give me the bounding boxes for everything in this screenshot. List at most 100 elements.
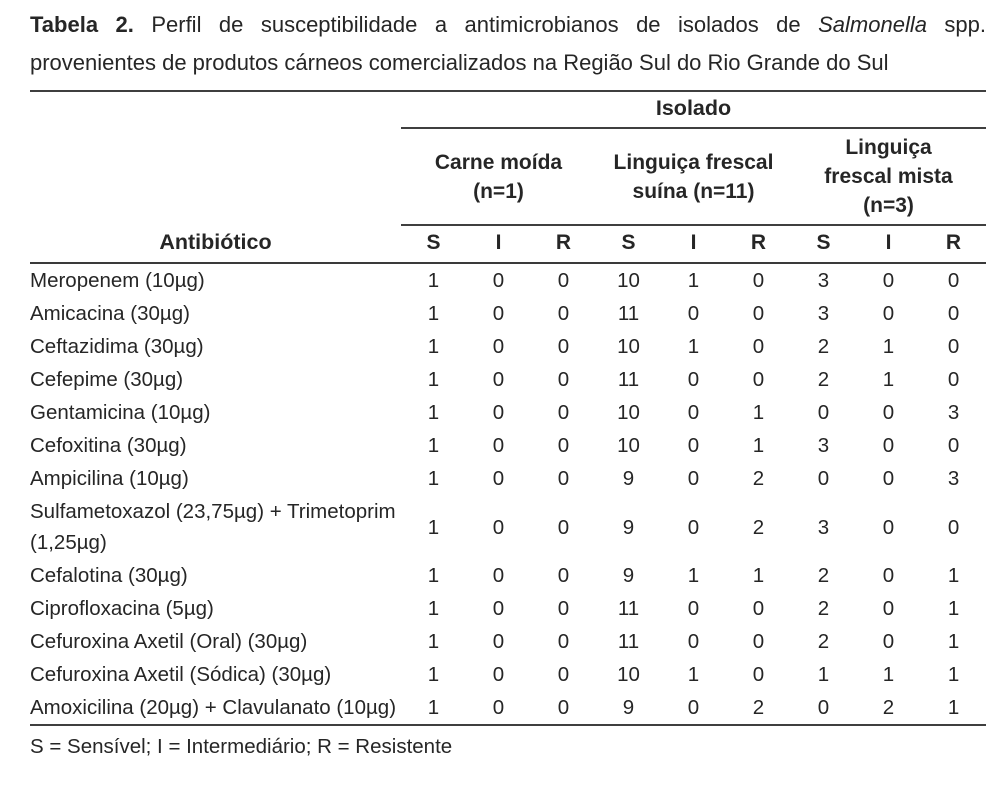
table-row: Cefoxitina (30µg) 1 0 0 10 0 1 3 0 0 — [30, 429, 986, 462]
count-cell: 1 — [882, 368, 895, 391]
group-header-line: Linguiça frescal — [613, 150, 774, 174]
count-cell: 2 — [882, 696, 895, 719]
count-cell: 2 — [752, 696, 765, 719]
count-cell: 0 — [947, 434, 960, 457]
empty-corner-cell — [30, 91, 401, 128]
table-row: Ceftazidima (30µg) 1 0 0 10 1 0 2 1 0 — [30, 330, 986, 363]
count-cell: 1 — [427, 663, 440, 686]
group-header-line: Linguiça — [845, 136, 932, 159]
count-cell: 0 — [947, 368, 960, 391]
count-cell: 0 — [557, 467, 570, 490]
count-cell: 1 — [427, 302, 440, 325]
count-cell: 1 — [427, 467, 440, 490]
table-row: Meropenem (10µg) 1 0 0 10 1 0 3 0 0 — [30, 263, 986, 297]
count-cell: 2 — [752, 515, 765, 539]
table-body: Meropenem (10µg) 1 0 0 10 1 0 3 0 0 Amicacina (30µ… — [30, 263, 986, 725]
group-header-row: Carne moída (n=1) Linguiça frescal suína… — [30, 128, 987, 226]
count-cell: 1 — [947, 696, 960, 719]
col-header-s: S — [401, 225, 466, 264]
count-cell: 0 — [557, 302, 570, 325]
count-cell: 1 — [817, 663, 830, 686]
count-cell: 3 — [817, 269, 830, 292]
count-cell: 0 — [492, 434, 505, 457]
count-cell: 0 — [492, 663, 505, 686]
count-cell: 1 — [752, 434, 765, 457]
antibiotic-name: Cefuroxina Axetil (Oral) (30µg) — [30, 630, 308, 653]
group-header-line: suína (n=11) — [632, 179, 755, 203]
table-caption: Tabela 2. Perfil de susceptibilidade a a… — [30, 6, 986, 82]
count-cell: 1 — [427, 696, 440, 719]
count-cell: 0 — [752, 302, 765, 325]
count-cell: 1 — [947, 630, 960, 653]
count-cell: 0 — [687, 401, 700, 424]
count-cell: 0 — [882, 564, 895, 587]
col-header-r: R — [531, 225, 596, 264]
super-header-isolado: Isolado — [401, 91, 987, 129]
count-cell: 10 — [617, 401, 640, 424]
count-cell: 0 — [947, 515, 960, 539]
count-cell: 2 — [752, 467, 765, 490]
antibiotic-name: Meropenem (10µg) — [30, 269, 205, 292]
paper-table-figure: Tabela 2. Perfil de susceptibilidade a a… — [30, 6, 987, 758]
col-header-r: R — [921, 225, 987, 264]
count-cell: 0 — [492, 335, 505, 358]
antibiotic-name: Ciprofloxacina (5µg) — [30, 597, 214, 620]
count-cell: 0 — [557, 630, 570, 653]
count-cell: 11 — [617, 368, 640, 391]
count-cell: 1 — [427, 515, 440, 539]
table-row: Cefepime (30µg) 1 0 0 11 0 0 2 1 0 — [30, 363, 986, 396]
count-cell: 1 — [427, 597, 440, 620]
table-caption-text: Perfil de susceptibilidade a antimicrobi… — [133, 12, 819, 37]
col-header-s: S — [596, 225, 661, 264]
count-cell: 1 — [947, 663, 960, 686]
antibiotic-name: Ampicilina (10µg) — [30, 467, 189, 490]
count-cell: 0 — [557, 597, 570, 620]
count-cell: 0 — [492, 515, 505, 539]
count-cell: 0 — [557, 368, 570, 391]
count-cell: 0 — [492, 564, 505, 587]
table-row: Ciprofloxacina (5µg) 1 0 0 11 0 0 2 0 1 — [30, 592, 986, 625]
count-cell: 0 — [882, 401, 895, 424]
count-cell: 0 — [687, 630, 700, 653]
group-header-carne-moida: Carne moída (n=1) — [401, 128, 596, 226]
count-cell: 0 — [817, 401, 830, 424]
count-cell: 0 — [687, 467, 700, 490]
count-cell: 1 — [687, 269, 700, 292]
count-cell: 1 — [882, 663, 895, 686]
count-cell: 3 — [817, 515, 830, 539]
table-row: Sulfametoxazol (23,75µg) + Trimetoprim (… — [30, 495, 986, 559]
count-cell: 0 — [687, 597, 700, 620]
antibiotic-name: Cefalotina (30µg) — [30, 564, 188, 587]
count-cell: 0 — [492, 269, 505, 292]
count-cell: 0 — [752, 335, 765, 358]
antibiotic-name: Cefuroxina Axetil (Sódica) (30µg) — [30, 663, 332, 686]
count-cell: 0 — [752, 663, 765, 686]
count-cell: 9 — [622, 467, 635, 490]
count-cell: 1 — [427, 368, 440, 391]
group-header-linguica-mista: Linguiça frescal mista (n=3) — [791, 128, 987, 226]
col-header-i: I — [856, 225, 921, 264]
group-header-line: (n=1) — [473, 179, 524, 203]
count-cell: 0 — [492, 696, 505, 719]
count-cell: 0 — [882, 269, 895, 292]
count-cell: 0 — [817, 467, 830, 490]
count-cell: 11 — [617, 630, 640, 653]
table-row: Amicacina (30µg) 1 0 0 11 0 0 3 0 0 — [30, 297, 986, 330]
table-caption-text-tail: spp. provenientes de produtos cárneos co… — [30, 12, 986, 75]
count-cell: 0 — [947, 269, 960, 292]
count-cell: 0 — [882, 597, 895, 620]
count-cell: 0 — [947, 302, 960, 325]
count-cell: 0 — [492, 302, 505, 325]
table-row: Gentamicina (10µg) 1 0 0 10 0 1 0 0 3 — [30, 396, 986, 429]
antibiotic-name: Sulfametoxazol (23,75µg) + Trimetoprim (… — [30, 500, 396, 554]
count-cell: 1 — [687, 335, 700, 358]
count-cell: 0 — [752, 597, 765, 620]
count-cell: 2 — [817, 335, 830, 358]
count-cell: 0 — [882, 467, 895, 490]
col-header-r: R — [726, 225, 791, 264]
table-row: Cefalotina (30µg) 1 0 0 9 1 1 2 0 1 — [30, 559, 986, 592]
count-cell: 0 — [492, 630, 505, 653]
col-header-i: I — [466, 225, 531, 264]
count-cell: 9 — [622, 515, 635, 539]
count-cell: 3 — [817, 434, 830, 457]
